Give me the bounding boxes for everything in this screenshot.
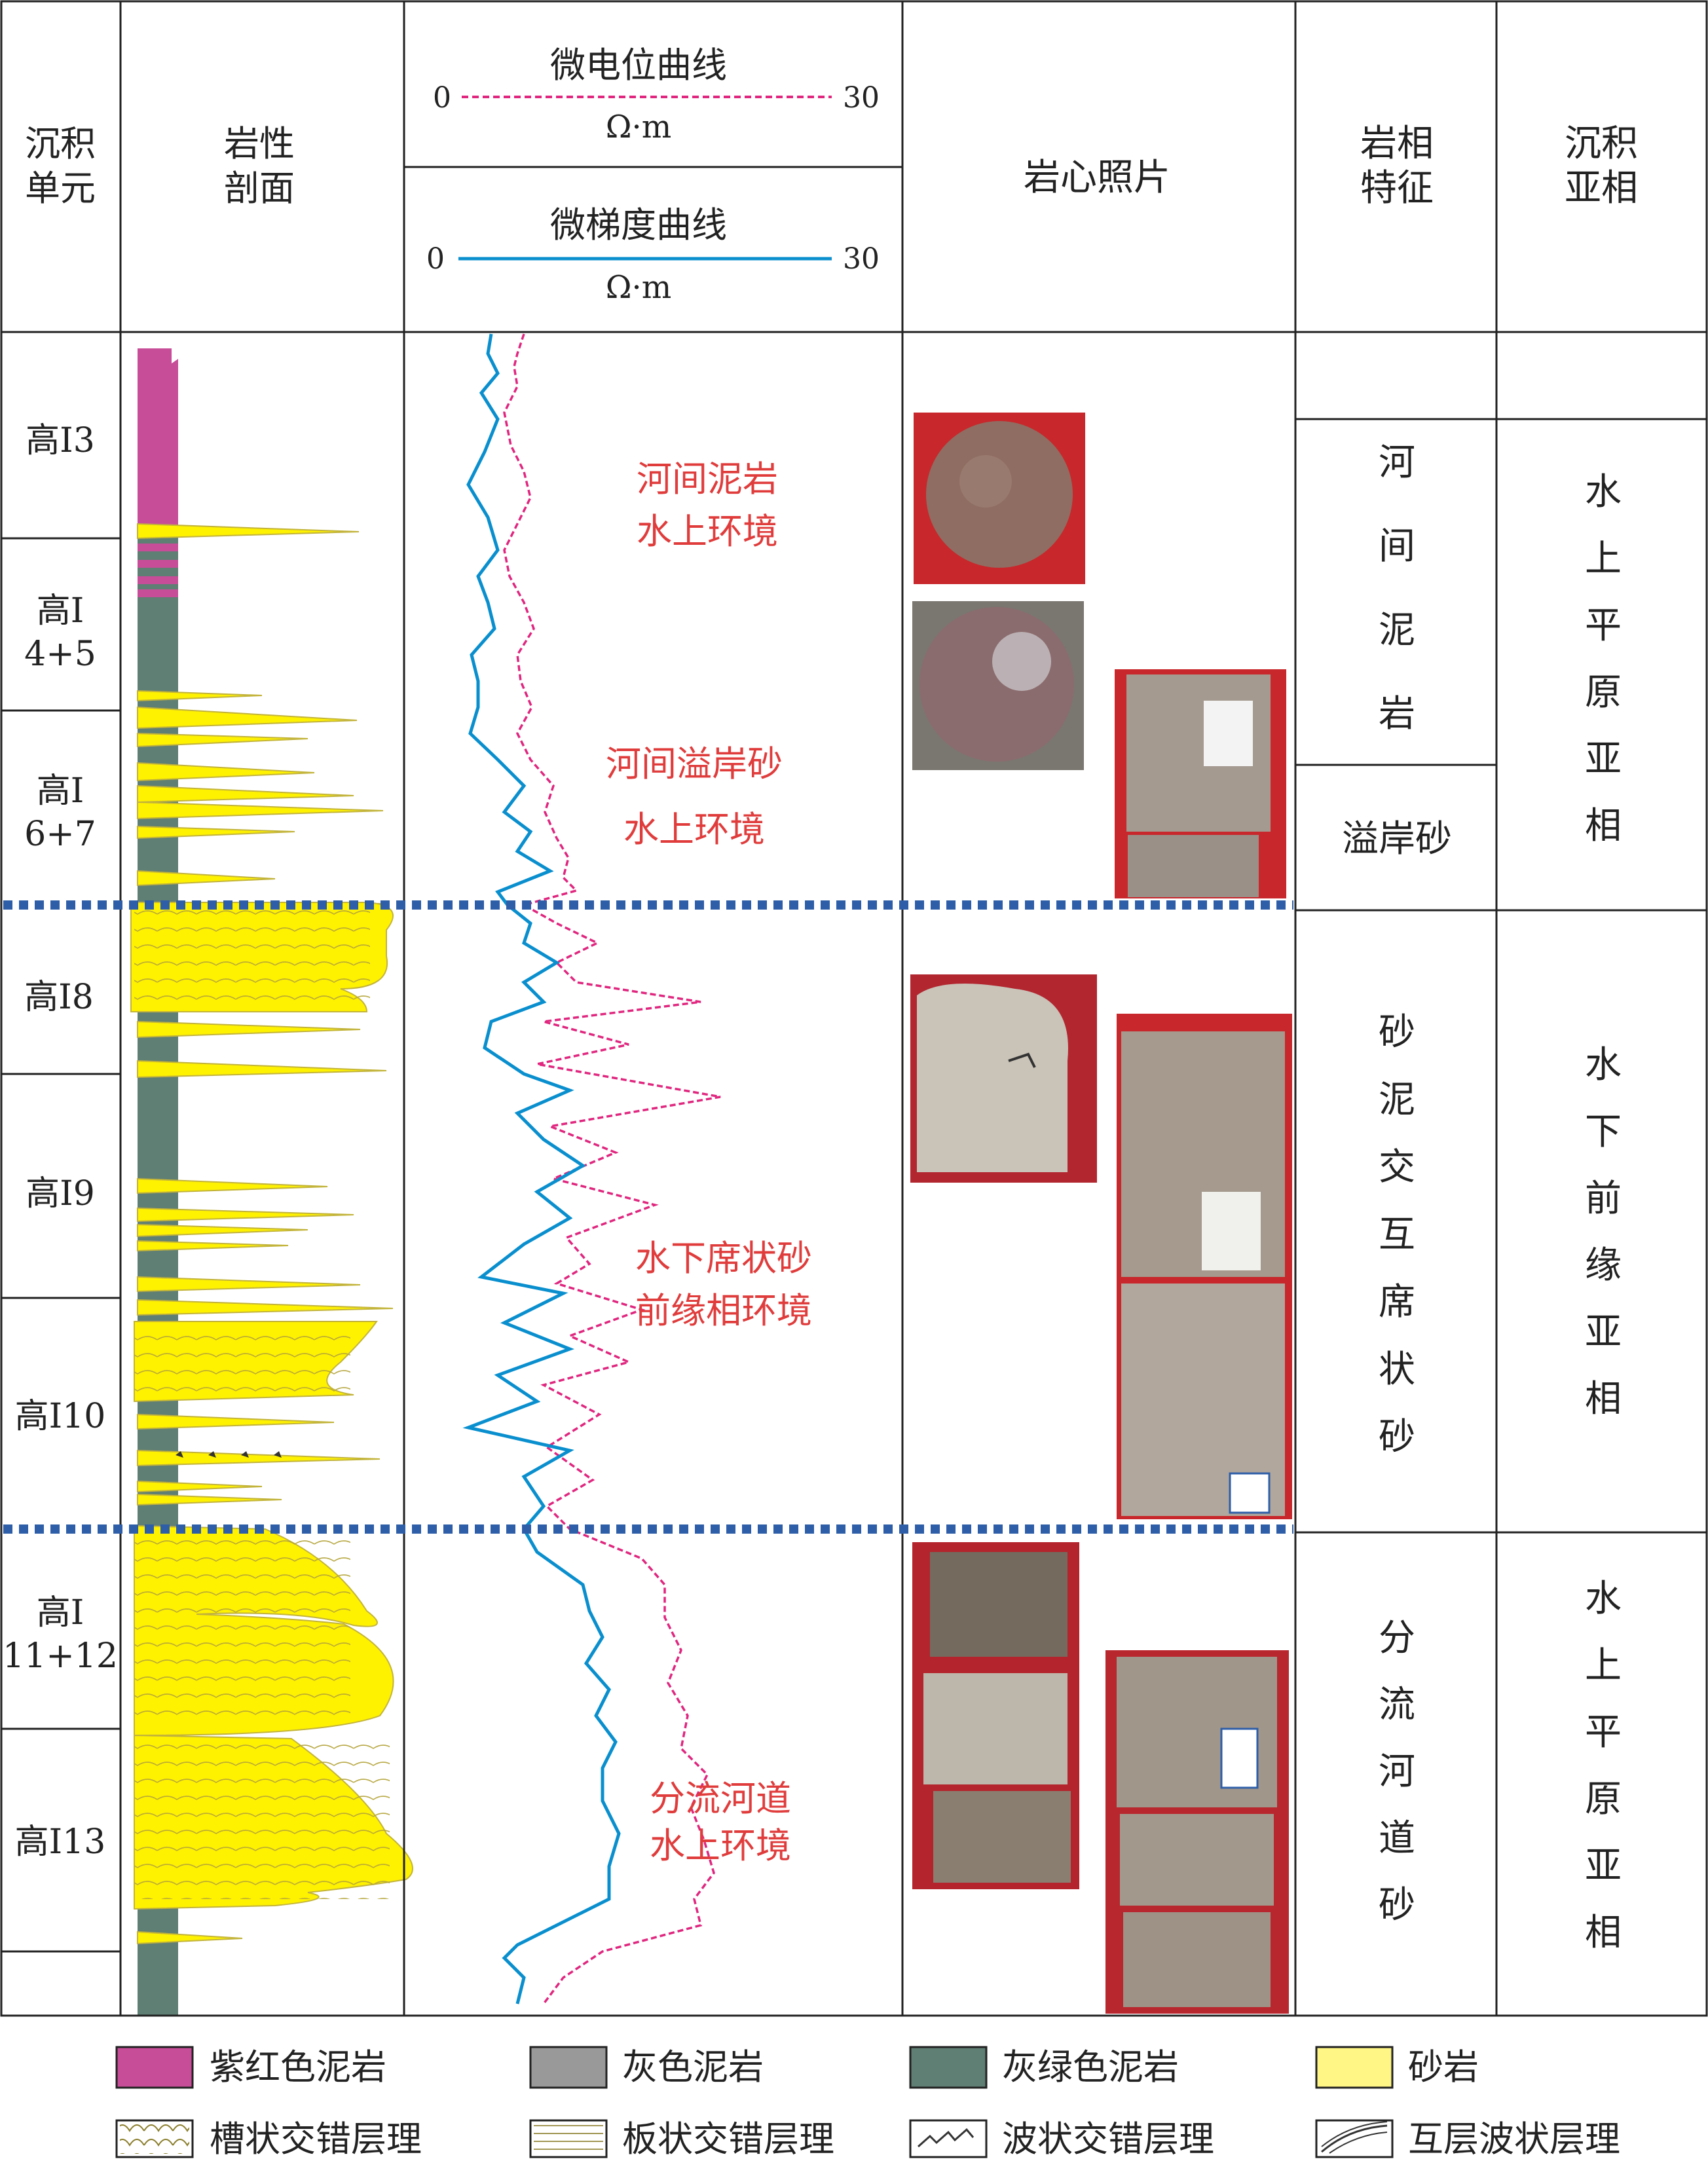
micro-potential-min: 0	[433, 81, 451, 115]
legend-swatch-wavy-cross-bedding	[909, 2119, 988, 2158]
sand-lens	[137, 1276, 361, 1293]
subfacies-subaqueous-front: 水下前缘亚相	[1585, 1044, 1622, 1420]
facies-overbank-sand: 溢岸砂	[1342, 818, 1452, 860]
sand-texture	[134, 1536, 350, 1726]
purple-mudstone-stripe	[138, 589, 178, 597]
sand-lens	[137, 706, 358, 730]
micro-gradient-unit: Ω·m	[606, 269, 672, 306]
subfacies-upper-plain-2: 水上平原亚相	[1585, 1578, 1622, 1954]
facies-interchannel-mudstone: 河间泥岩	[1379, 441, 1415, 735]
annotation-distributary-channel: 分流河道水上环境	[650, 1778, 791, 1866]
micro-gradient-max: 30	[843, 242, 880, 276]
annotation-overbank-sand: 河间溢岸砂水上环境	[606, 743, 783, 850]
lithology-column	[130, 348, 413, 2015]
legend-swatch-gray-mudstone	[529, 2046, 608, 2089]
legend-label: 灰绿色泥岩	[1002, 2046, 1179, 2088]
bioturbation-mark	[241, 1451, 249, 1458]
core-photo-1	[914, 413, 1085, 584]
sand-lens	[137, 1207, 354, 1223]
sand-lens	[137, 825, 295, 840]
legend-swatch-interbedded-wavy-bedding	[1315, 2119, 1394, 2158]
sand-lens	[137, 1930, 243, 1945]
purple-mudstone-stripe	[138, 544, 178, 551]
bioturbation-mark	[208, 1451, 216, 1458]
legend-label: 灰色泥岩	[622, 2046, 764, 2088]
purple-mudstone-stripe	[138, 560, 178, 568]
sand-lens	[137, 785, 354, 803]
subfacies-header-label: 沉积亚相	[1565, 122, 1638, 210]
sand-lens	[137, 1240, 289, 1252]
bioturbation-mark	[274, 1451, 282, 1458]
micro-potential-title: 微电位曲线	[550, 45, 727, 86]
subfacies-upper-plain-1: 水上平原亚相	[1585, 471, 1622, 847]
sand-lens	[137, 732, 308, 748]
sand-texture	[134, 1326, 350, 1392]
legend-swatch-planar-cross-bedding	[529, 2119, 608, 2158]
facies-distributary-channel-sand: 分流河道砂	[1379, 1617, 1415, 1927]
core-photo-5	[1117, 1014, 1292, 1519]
sand-lens	[137, 870, 276, 887]
purple-mudstone-bed	[138, 348, 178, 527]
unit-label-9: 高Ⅰ9	[26, 1174, 95, 1213]
legend-label: 互层波状层理	[1408, 2118, 1620, 2160]
unit-label-8: 高Ⅰ8	[24, 978, 94, 1017]
micro-gradient-curve	[462, 333, 621, 2004]
legend-label: 板状交错层理	[622, 2118, 834, 2160]
unit-label-6-7: 高Ⅰ 6+7	[24, 771, 96, 854]
sand-lens	[137, 762, 315, 782]
sand-lens	[137, 1020, 361, 1039]
sand-lens	[137, 1413, 335, 1430]
legend-label: 砂岩	[1408, 2046, 1479, 2088]
sand-lens	[137, 1177, 328, 1194]
core-photo-2	[912, 601, 1084, 770]
unit-label-10: 高Ⅰ10	[15, 1397, 106, 1436]
core-photo-6	[912, 1542, 1079, 1889]
sand-lens	[137, 690, 263, 702]
legend-swatch-greygreen-mudstone	[909, 2046, 988, 2089]
legend-swatch-trough-cross-bedding	[115, 2119, 194, 2158]
legend-label: 紫红色泥岩	[210, 2046, 386, 2088]
micro-potential-curve	[503, 333, 721, 2005]
bioturbation-mark	[176, 1451, 183, 1458]
annotation-interchannel-mud: 河间泥岩水上环境	[637, 458, 778, 552]
purple-mudstone-stripe	[138, 576, 178, 584]
micro-gradient-title: 微梯度曲线	[550, 204, 727, 246]
core-photo-header: 岩心照片	[1024, 157, 1170, 199]
legend-swatch-sandstone	[1315, 2046, 1394, 2089]
sand-lens	[137, 1480, 263, 1493]
unit-label-4-5: 高Ⅰ 4+5	[24, 591, 96, 674]
sand-texture	[134, 1742, 390, 1899]
legend-label: 波状交错层理	[1002, 2118, 1214, 2160]
core-photo-4	[910, 974, 1097, 1183]
unit-header-label: 沉积单元	[25, 123, 96, 209]
legend-label: 槽状交错层理	[210, 2118, 422, 2160]
facies-sand-mud-interbedded-sheet-sand: 砂泥交互席状砂	[1379, 1011, 1415, 1458]
sand-lens	[137, 1493, 282, 1506]
core-photo-3	[1115, 669, 1286, 898]
lithology-header-label: 岩性剖面	[224, 123, 295, 209]
unit-label-3: 高Ⅰ3	[26, 421, 95, 460]
sand-lens	[137, 1299, 394, 1316]
facies-header-label: 岩相特征	[1360, 122, 1434, 210]
unit-label-13: 高Ⅰ13	[15, 1822, 106, 1862]
legend-swatch-purple-mudstone	[115, 2046, 194, 2089]
core-photo-7	[1105, 1650, 1289, 2014]
sand-lens	[137, 1449, 381, 1467]
micro-potential-max: 30	[843, 81, 880, 115]
micro-potential-unit: Ω·m	[606, 109, 672, 145]
sand-lens	[137, 801, 384, 820]
micro-gradient-min: 0	[426, 242, 445, 276]
annotation-sheet-sand: 水下席状砂前缘相环境	[635, 1238, 812, 1331]
sand-lens	[137, 523, 360, 540]
table-border	[0, 0, 1708, 2017]
sand-lens	[137, 1223, 308, 1238]
sand-lens	[137, 1060, 387, 1079]
unit-label-11-12: 高Ⅰ 11+12	[3, 1593, 118, 1676]
sand-texture	[134, 907, 370, 1005]
